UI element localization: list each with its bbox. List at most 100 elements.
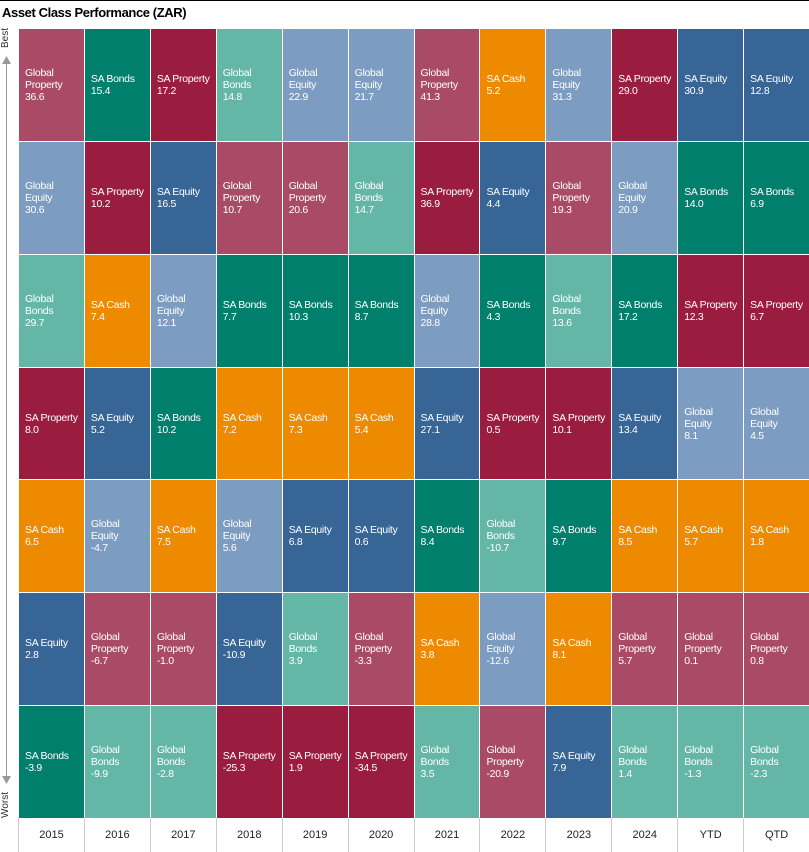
cell: SA Property -34.5	[348, 705, 414, 819]
asset-name: Global Equity	[25, 179, 54, 204]
column-label: YTD	[677, 818, 743, 852]
asset-return: 13.4	[618, 423, 638, 436]
asset-name: SA Equity	[750, 72, 793, 85]
asset-return: 5.4	[354, 423, 369, 436]
asset-return: 16.5	[156, 197, 177, 210]
column-label: 2018	[215, 818, 282, 852]
asset-name: SA Bonds	[222, 298, 267, 311]
asset-return: 36.6	[25, 90, 45, 103]
asset-return: 21.7	[354, 90, 375, 103]
asset-name: SA Bonds	[354, 298, 399, 311]
column: SA Equity 30.9 SA Bonds 14.0 SA Property 12.3…	[677, 28, 744, 819]
asset-return: -20.9	[486, 768, 509, 781]
cell: SA Bonds 10.2	[150, 366, 216, 480]
column-label: 2017	[149, 818, 216, 852]
asset-return: -25.3	[222, 762, 246, 775]
cell: SA Equity 2.8	[19, 592, 84, 706]
asset-return: 7.7	[222, 310, 237, 323]
asset-name: SA Property	[156, 72, 210, 85]
column-label: 2022	[479, 818, 545, 852]
asset-return: 20.9	[618, 203, 638, 216]
asset-name: SA Cash	[156, 524, 196, 537]
asset-name: SA Equity	[420, 411, 464, 424]
cell: Global Property 41.3	[414, 28, 480, 141]
asset-return: -34.5	[354, 762, 378, 775]
asset-return: 14.7	[354, 203, 375, 216]
asset-return: -10.9	[222, 649, 246, 662]
asset-return: 5.6	[222, 542, 237, 555]
asset-name: SA Property	[222, 750, 276, 763]
asset-return: -3.3	[354, 655, 372, 668]
asset-name: SA Equity	[618, 411, 662, 424]
asset-name: SA Cash	[90, 298, 130, 311]
asset-name: Global Property	[90, 631, 129, 656]
asset-return: -9.9	[90, 768, 108, 781]
column: SA Property 29.0 Global Equity 20.9 SA Bonds…	[611, 28, 678, 819]
asset-return: 6.5	[25, 536, 39, 549]
column: SA Equity 12.8 SA Bonds 6.9 SA Property 6.7 Gl…	[743, 28, 809, 819]
cell: SA Equity -10.9	[216, 592, 282, 706]
asset-name: SA Property	[684, 298, 737, 311]
cell: Global Bonds 3.9	[282, 592, 348, 706]
cell: Global Property 19.3	[546, 140, 612, 254]
asset-name: Global Equity	[420, 292, 450, 317]
asset-name: SA Property	[750, 298, 803, 311]
asset-name: SA Equity	[25, 637, 68, 650]
cell: SA Property 8.0	[19, 366, 84, 480]
asset-return: 8.1	[552, 649, 567, 662]
cell: SA Bonds 10.3	[282, 253, 348, 367]
asset-return: 4.3	[486, 310, 501, 323]
asset-return: 0.5	[486, 423, 501, 436]
cell: Global Bonds 14.8	[216, 28, 282, 141]
asset-name: Global Property	[354, 631, 393, 656]
asset-name: SA Cash	[552, 637, 592, 650]
cell: SA Bonds 9.7	[546, 479, 612, 593]
asset-return: 10.7	[222, 203, 243, 216]
cell: Global Property 0.1	[678, 592, 744, 706]
cell: Global Equity 30.6	[19, 140, 84, 254]
cell: Global Property 5.7	[612, 592, 678, 706]
asset-name: SA Property	[618, 72, 672, 85]
asset-name: Global Property	[684, 631, 722, 656]
cell: SA Equity 6.8	[282, 479, 348, 593]
asset-return: 7.4	[90, 310, 105, 323]
cell: Global Equity -12.6	[480, 592, 546, 706]
asset-name: Global Equity	[684, 405, 713, 430]
column-label: 2023	[545, 818, 611, 852]
cell: Global Equity 31.3	[546, 28, 612, 141]
cell: SA Bonds 17.2	[612, 253, 678, 367]
asset-return: 5.7	[618, 655, 632, 668]
cell: SA Equity 5.2	[84, 366, 150, 480]
asset-name: SA Property	[354, 750, 408, 763]
asset-name: Global Property	[750, 631, 788, 656]
cell: SA Bonds 15.4	[84, 28, 150, 141]
column-label: QTD	[743, 818, 809, 852]
cell: SA Property 1.9	[282, 705, 348, 819]
cell: SA Property 12.3	[678, 253, 744, 367]
asset-return: 5.2	[486, 84, 501, 97]
asset-name: Global Equity	[354, 66, 384, 91]
asset-return: 7.9	[552, 762, 567, 775]
asset-name: SA Equity	[222, 637, 266, 650]
cell: Global Property 36.6	[19, 28, 84, 141]
asset-return: 29.7	[25, 316, 45, 329]
asset-return: -1.0	[156, 655, 174, 668]
column: SA Bonds 15.4 SA Property 10.2 SA Cash 7.4 SA …	[83, 28, 150, 819]
asset-name: SA Bonds	[486, 298, 531, 311]
asset-return: 6.9	[750, 197, 764, 210]
axis-top-label: Best	[0, 28, 11, 49]
asset-return: 19.3	[552, 203, 572, 216]
cell: Global Bonds 14.7	[348, 140, 414, 254]
asset-name: SA Bonds	[552, 524, 597, 537]
column: Global Equity 22.9 Global Property 20.6 SA B…	[281, 28, 348, 819]
asset-return: 22.9	[288, 90, 309, 103]
asset-return: 30.6	[25, 203, 45, 216]
cell: SA Equity 27.1	[414, 366, 480, 480]
asset-return: 10.3	[288, 310, 309, 323]
asset-name: Global Property	[25, 66, 63, 91]
cell: SA Property 10.1	[546, 366, 612, 480]
cell: SA Equity 16.5	[150, 140, 216, 254]
asset-return: -1.3	[684, 768, 702, 781]
asset-return: 8.4	[420, 536, 435, 549]
top-rule	[0, 0, 809, 1]
